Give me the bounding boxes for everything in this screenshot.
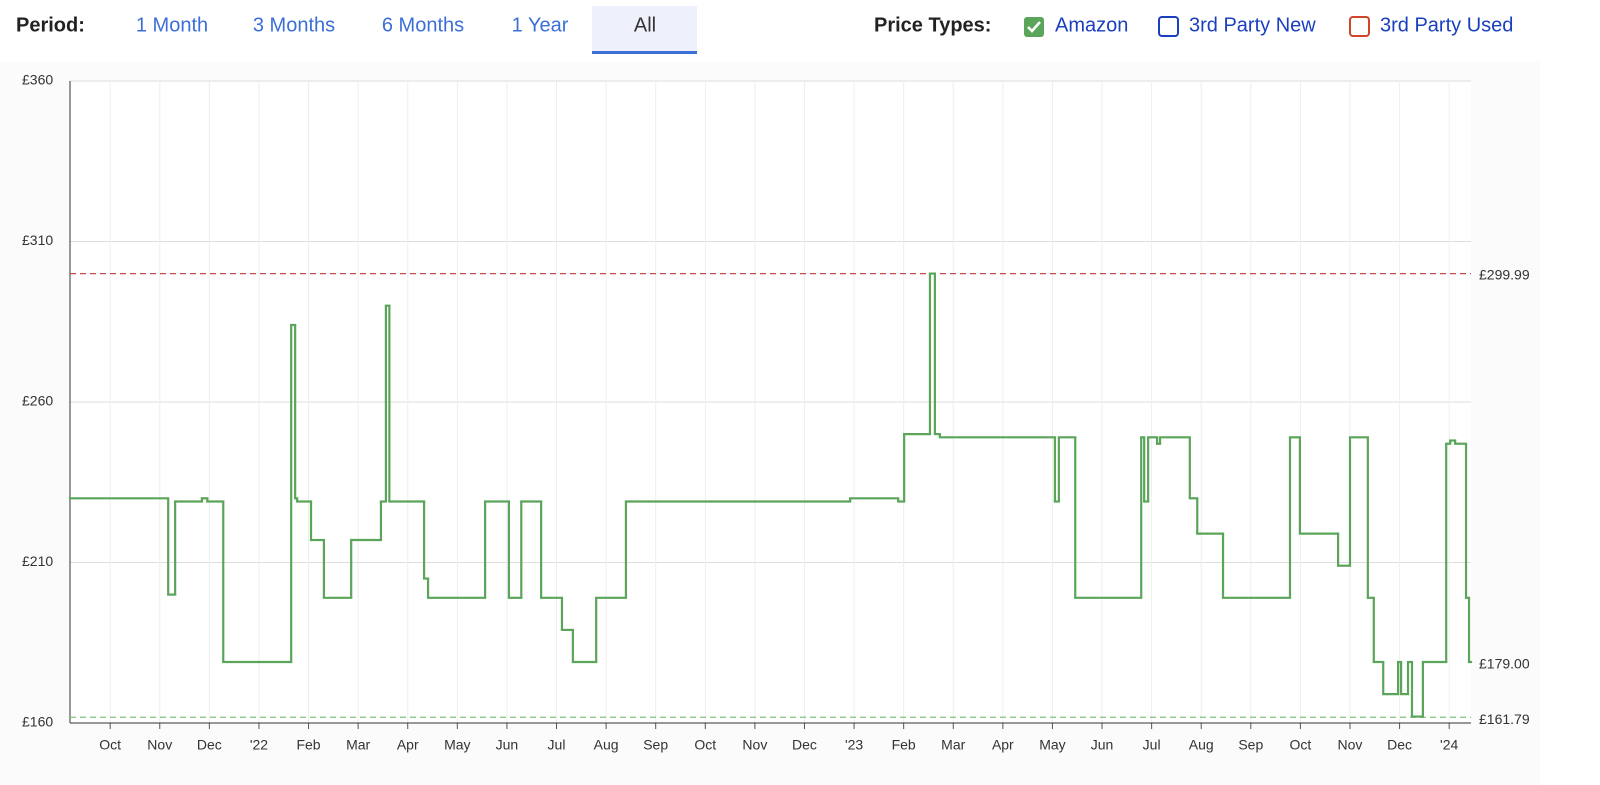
checkbox[interactable] <box>1349 16 1370 37</box>
checkmark <box>1027 21 1041 33</box>
x-tick-label: May <box>1039 737 1065 753</box>
x-tick-label: Sep <box>643 737 668 753</box>
x-tick-label: Apr <box>397 737 419 753</box>
x-tick-label: Nov <box>147 737 172 753</box>
y-tick-label: £260 <box>22 393 53 409</box>
x-tick-label: Jun <box>1091 737 1114 753</box>
x-tick-label: Apr <box>992 737 1014 753</box>
x-tick-label: Dec <box>1387 737 1412 753</box>
current-price-label: £179.00 <box>1479 656 1530 672</box>
reference-label: £299.99 <box>1479 266 1530 282</box>
x-tick-label: '24 <box>1440 737 1458 753</box>
x-tick-label: Nov <box>742 737 767 753</box>
x-tick-label: Feb <box>892 737 916 753</box>
period-button[interactable]: 6 Months <box>382 14 464 36</box>
y-tick-label: £160 <box>22 714 53 730</box>
reference-label: £161.79 <box>1479 711 1530 727</box>
x-tick-label: Aug <box>594 737 619 753</box>
x-tick-label: Nov <box>1338 737 1363 753</box>
x-tick-label: Feb <box>296 737 320 753</box>
period-label: Period: <box>16 14 85 36</box>
period-selected-underline <box>592 51 697 54</box>
x-tick-label: Sep <box>1238 737 1263 753</box>
x-tick-label: Aug <box>1189 737 1214 753</box>
x-tick-label: Dec <box>197 737 222 753</box>
price-types-label: Price Types: <box>874 14 991 36</box>
x-tick-label: Oct <box>99 737 121 753</box>
y-tick-label: £360 <box>22 72 53 88</box>
period-button[interactable]: 1 Month <box>136 14 208 36</box>
period-selected-bg <box>592 6 697 53</box>
y-tick-label: £310 <box>22 232 53 248</box>
x-tick-label: May <box>444 737 470 753</box>
x-tick-label: Oct <box>694 737 716 753</box>
price-type-label[interactable]: 3rd Party New <box>1189 14 1316 36</box>
x-tick-label: Dec <box>792 737 817 753</box>
price-type-label[interactable]: Amazon <box>1055 14 1128 36</box>
period-button[interactable]: All <box>634 14 656 36</box>
y-tick-label: £210 <box>22 553 53 569</box>
period-button[interactable]: 1 Year <box>512 14 569 36</box>
price-type-label[interactable]: 3rd Party Used <box>1380 14 1513 36</box>
x-tick-label: Mar <box>346 737 370 753</box>
x-tick-label: Jun <box>496 737 519 753</box>
checkbox[interactable] <box>1158 16 1179 37</box>
x-tick-label: Mar <box>941 737 965 753</box>
x-tick-label: Jul <box>548 737 566 753</box>
x-tick-label: Oct <box>1290 737 1312 753</box>
x-tick-label: '23 <box>845 737 863 753</box>
x-tick-label: '22 <box>250 737 268 753</box>
x-tick-label: Jul <box>1143 737 1161 753</box>
period-button[interactable]: 3 Months <box>253 14 335 36</box>
